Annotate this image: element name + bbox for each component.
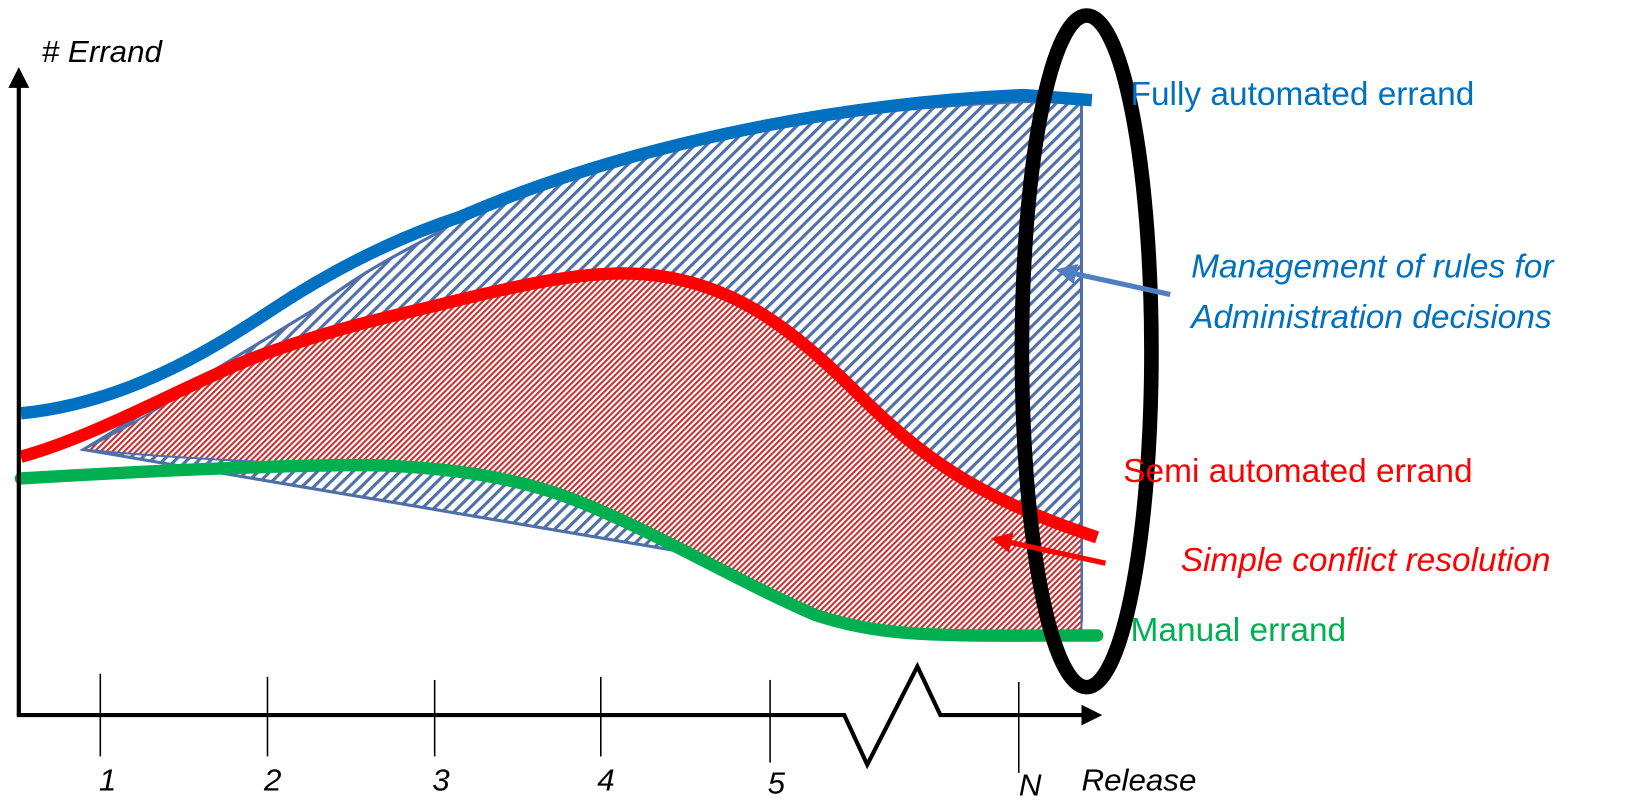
x-tick-label: N <box>1019 768 1042 803</box>
x-axis-label: Release <box>1081 763 1196 798</box>
rules-arrow <box>1055 263 1171 298</box>
annotation: Administration decisions <box>1189 299 1552 336</box>
x-tick-label: 1 <box>99 763 116 798</box>
x-tick-label: 4 <box>597 763 614 798</box>
x-tick-label: 5 <box>768 766 786 801</box>
series-label: Fully automated errand <box>1131 76 1475 113</box>
annotation: Management of rules for <box>1191 249 1555 286</box>
y-axis-label: # Errand <box>42 34 164 69</box>
annotation: Simple conflict resolution <box>1181 542 1551 579</box>
series-label: Semi automated errand <box>1123 453 1472 490</box>
series-label: Manual errand <box>1131 612 1347 649</box>
x-axis <box>16 661 1103 770</box>
x-tick-label: 2 <box>263 763 281 798</box>
green-curve <box>14 458 1104 642</box>
x-tick-label: 3 <box>432 763 450 798</box>
red-curve <box>19 267 1100 544</box>
tick-marks <box>99 673 1020 773</box>
blue-curve <box>20 88 1093 420</box>
conflict-arrow <box>990 532 1107 566</box>
highlight-ellipse <box>1014 8 1159 695</box>
